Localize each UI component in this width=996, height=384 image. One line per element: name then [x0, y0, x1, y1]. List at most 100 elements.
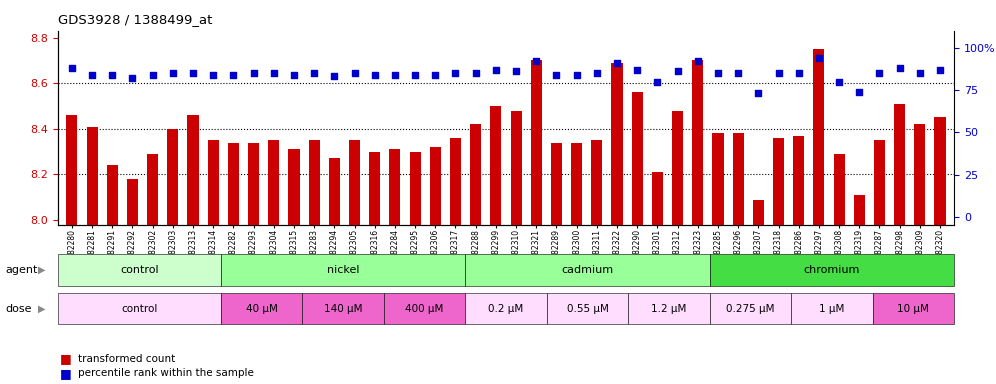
Point	[387, 72, 403, 78]
Bar	[268, 140, 279, 384]
Point	[327, 73, 343, 79]
Text: control: control	[122, 303, 157, 314]
Point	[64, 65, 80, 71]
Point	[771, 70, 787, 76]
Point	[852, 89, 868, 95]
Bar	[126, 179, 138, 384]
Point	[468, 70, 484, 76]
Bar	[490, 106, 501, 384]
Text: 1.2 μM: 1.2 μM	[651, 303, 686, 314]
Text: 140 μM: 140 μM	[324, 303, 363, 314]
Point	[225, 72, 241, 78]
Text: percentile rank within the sample: percentile rank within the sample	[78, 368, 254, 378]
Text: ■: ■	[60, 367, 72, 380]
Text: ▶: ▶	[38, 265, 46, 275]
Bar	[733, 133, 744, 384]
Point	[629, 67, 645, 73]
Point	[105, 72, 121, 78]
Text: 40 μM: 40 μM	[246, 303, 278, 314]
Bar	[511, 111, 522, 384]
Bar	[854, 195, 865, 384]
Text: 1 μM: 1 μM	[820, 303, 845, 314]
Point	[407, 72, 423, 78]
Bar	[873, 140, 885, 384]
Point	[649, 78, 665, 84]
Point	[508, 68, 524, 74]
Bar	[773, 138, 784, 384]
Bar	[167, 129, 178, 384]
Text: ▶: ▶	[38, 303, 46, 314]
Bar	[289, 149, 300, 384]
Bar	[248, 142, 259, 384]
Bar	[692, 60, 703, 384]
Point	[246, 70, 262, 76]
Text: ■: ■	[60, 353, 72, 366]
Bar	[551, 142, 562, 384]
Bar	[470, 124, 481, 384]
Bar	[914, 124, 925, 384]
Point	[286, 72, 302, 78]
Text: nickel: nickel	[327, 265, 360, 275]
Bar	[228, 142, 239, 384]
Point	[528, 58, 544, 64]
Point	[266, 70, 282, 76]
Bar	[370, 152, 380, 384]
Point	[205, 72, 221, 78]
Bar	[793, 136, 804, 384]
Bar	[672, 111, 683, 384]
Point	[891, 65, 907, 71]
Text: 0.55 μM: 0.55 μM	[567, 303, 609, 314]
Bar	[67, 115, 78, 384]
Point	[185, 70, 201, 76]
Bar	[531, 60, 542, 384]
Point	[589, 70, 605, 76]
Bar	[147, 154, 158, 384]
Bar	[753, 200, 764, 384]
Point	[367, 72, 382, 78]
Bar	[187, 115, 198, 384]
Bar	[329, 159, 340, 384]
Bar	[87, 127, 98, 384]
Text: control: control	[120, 265, 158, 275]
Bar	[409, 152, 420, 384]
Point	[609, 60, 624, 66]
Bar	[631, 92, 642, 384]
Point	[549, 72, 565, 78]
Text: agent: agent	[5, 265, 38, 275]
Bar	[651, 172, 663, 384]
Text: 10 μM: 10 μM	[897, 303, 929, 314]
Point	[811, 55, 827, 61]
Point	[165, 70, 181, 76]
Point	[730, 70, 746, 76]
Bar	[389, 149, 400, 384]
Text: 0.275 μM: 0.275 μM	[726, 303, 775, 314]
Point	[144, 72, 160, 78]
Bar	[934, 118, 945, 384]
Text: chromium: chromium	[804, 265, 861, 275]
Bar	[349, 140, 361, 384]
Point	[447, 70, 463, 76]
Point	[569, 72, 585, 78]
Point	[306, 70, 322, 76]
Bar	[814, 49, 825, 384]
Bar	[208, 140, 219, 384]
Bar	[834, 154, 845, 384]
Text: 400 μM: 400 μM	[405, 303, 443, 314]
Bar	[450, 138, 461, 384]
Bar	[429, 147, 441, 384]
Point	[488, 67, 504, 73]
Text: dose: dose	[5, 303, 32, 314]
Point	[831, 78, 847, 84]
Bar	[612, 63, 622, 384]
Point	[427, 72, 443, 78]
Text: 0.2 μM: 0.2 μM	[488, 303, 524, 314]
Point	[791, 70, 807, 76]
Point	[84, 72, 100, 78]
Text: cadmium: cadmium	[562, 265, 614, 275]
Point	[750, 90, 766, 96]
Bar	[107, 166, 118, 384]
Point	[710, 70, 726, 76]
Text: transformed count: transformed count	[78, 354, 175, 364]
Point	[872, 70, 887, 76]
Point	[690, 58, 706, 64]
